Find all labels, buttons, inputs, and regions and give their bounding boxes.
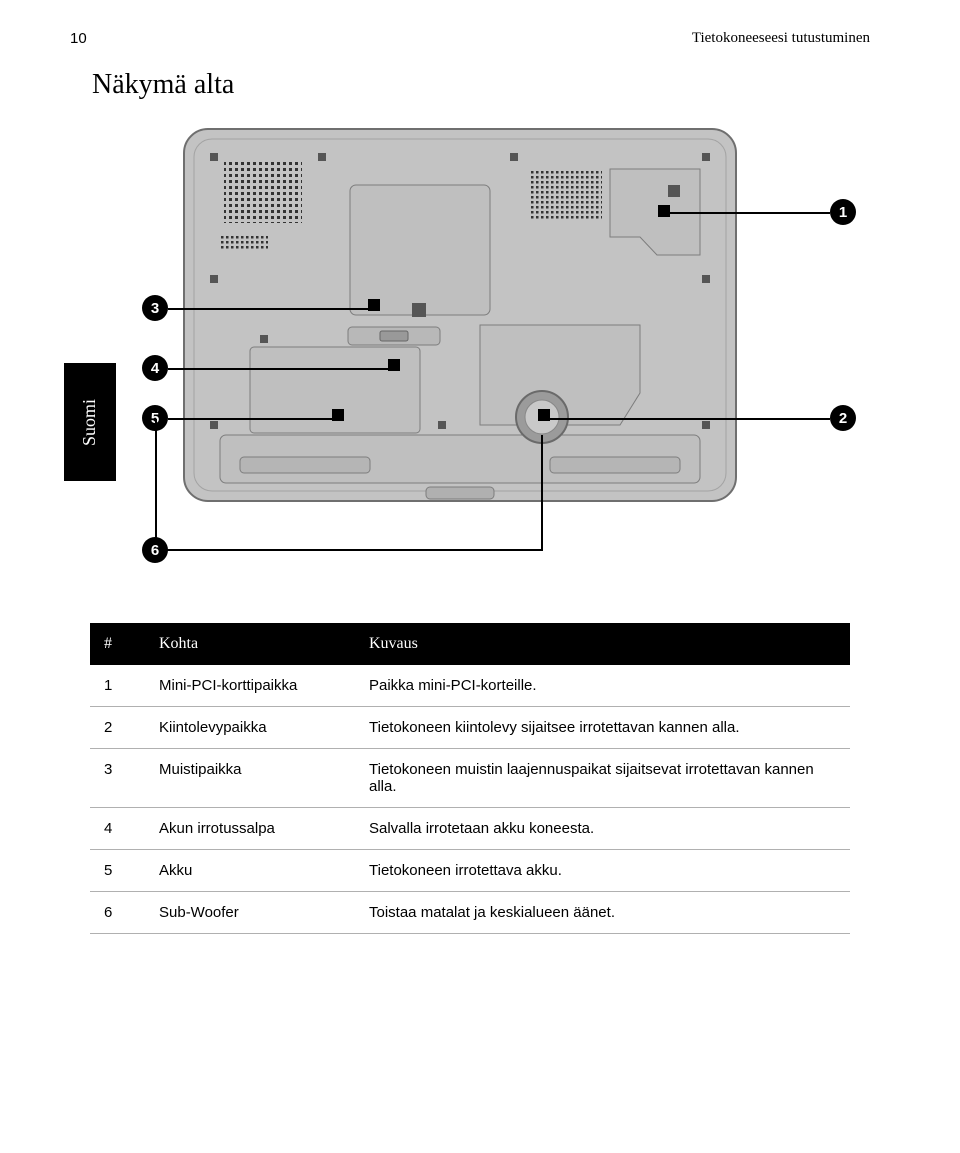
callout-number: 2 <box>830 405 856 431</box>
callout-number: 6 <box>142 537 168 563</box>
cell-kuvaus: Salvalla irrotetaan akku koneesta. <box>355 808 850 850</box>
laptop-bottom-diagram: 123456 Suomi <box>70 125 870 585</box>
cell-kohta: Akku <box>145 850 355 892</box>
callout-line <box>155 549 543 551</box>
callout-line <box>668 212 830 214</box>
table-row: 5AkkuTietokoneen irrotettava akku. <box>90 850 850 892</box>
cell-kuvaus: Tietokoneen irrotettava akku. <box>355 850 850 892</box>
col-header-kohta: Kohta <box>145 623 355 665</box>
laptop-illustration <box>180 125 740 515</box>
table-row: 4Akun irrotussalpaSalvalla irrotetaan ak… <box>90 808 850 850</box>
cell-kohta: Mini-PCI-korttipaikka <box>145 665 355 707</box>
callout-line <box>550 418 830 420</box>
cell-number: 5 <box>90 850 145 892</box>
cell-number: 2 <box>90 707 145 749</box>
col-header-kuvaus: Kuvaus <box>355 623 850 665</box>
cell-kuvaus: Tietokoneen kiintolevy sijaitsee irrotet… <box>355 707 850 749</box>
callout-number: 4 <box>142 355 168 381</box>
cell-number: 3 <box>90 749 145 808</box>
cell-kohta: Muistipaikka <box>145 749 355 808</box>
callout-line <box>155 419 157 549</box>
callout-number: 3 <box>142 295 168 321</box>
section-title: Tietokoneeseesi tutustuminen <box>692 30 870 47</box>
cell-kuvaus: Toistaa matalat ja keskialueen äänet. <box>355 892 850 934</box>
callout-line <box>168 368 393 370</box>
parts-table: # Kohta Kuvaus 1Mini-PCI-korttipaikkaPai… <box>90 623 850 934</box>
cell-kuvaus: Tietokoneen muistin laajennuspaikat sija… <box>355 749 850 808</box>
page-header: 10 Tietokoneeseesi tutustuminen <box>70 30 870 47</box>
table-row: 2KiintolevypaikkaTietokoneen kiintolevy … <box>90 707 850 749</box>
cell-kuvaus: Paikka mini-PCI-korteille. <box>355 665 850 707</box>
page-title: Näkymä alta <box>92 69 870 101</box>
table-row: 6Sub-WooferToistaa matalat ja keskialuee… <box>90 892 850 934</box>
cell-kohta: Kiintolevypaikka <box>145 707 355 749</box>
callout-line <box>168 418 338 420</box>
cell-kohta: Akun irrotussalpa <box>145 808 355 850</box>
cell-number: 1 <box>90 665 145 707</box>
page-number: 10 <box>70 30 87 47</box>
callout-number: 1 <box>830 199 856 225</box>
language-tab-label: Suomi <box>79 398 100 445</box>
cell-number: 6 <box>90 892 145 934</box>
callout-line <box>541 435 543 551</box>
language-tab: Suomi <box>64 363 116 481</box>
cell-kohta: Sub-Woofer <box>145 892 355 934</box>
cell-number: 4 <box>90 808 145 850</box>
col-header-number: # <box>90 623 145 665</box>
callout-line <box>168 308 373 310</box>
table-row: 1Mini-PCI-korttipaikkaPaikka mini-PCI-ko… <box>90 665 850 707</box>
table-row: 3MuistipaikkaTietokoneen muistin laajenn… <box>90 749 850 808</box>
